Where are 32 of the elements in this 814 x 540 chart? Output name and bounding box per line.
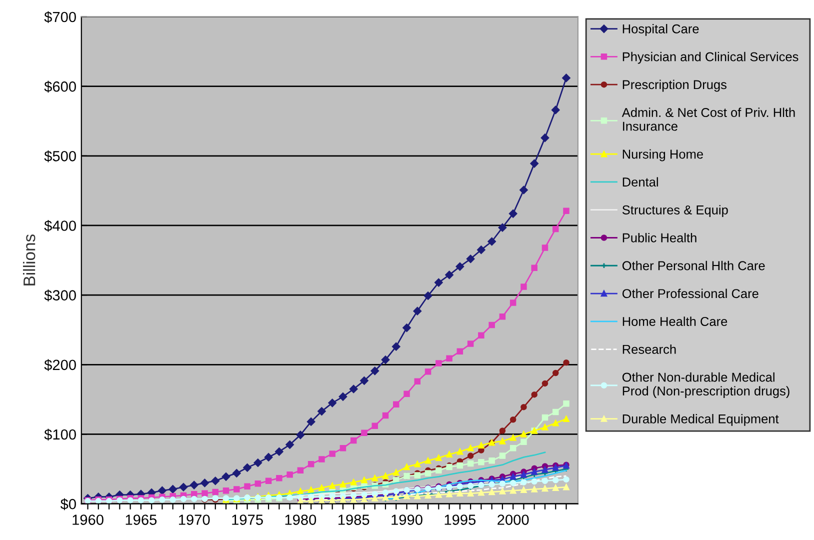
legend-label: Structures & Equip xyxy=(622,205,728,217)
y-tick-label: $200 xyxy=(44,359,76,371)
x-tick-label: 1995 xyxy=(444,514,476,525)
legend-label: Nursing Home xyxy=(622,149,703,162)
y-tick-label: $400 xyxy=(44,220,76,232)
legend-label: Other Professional Care xyxy=(622,288,758,298)
legend-label: Dental xyxy=(622,177,658,187)
y-tick-label: $300 xyxy=(44,290,76,302)
x-tick-label: 1980 xyxy=(285,514,316,525)
y-tick-label: $100 xyxy=(44,428,76,441)
y-axis-title: Billions xyxy=(23,234,36,286)
legend-label: Other Personal Hlth Care xyxy=(622,260,765,270)
legend-label: Hospital Care xyxy=(622,24,699,36)
y-tick-label: $0 xyxy=(60,498,76,510)
legend-label: Research xyxy=(622,344,676,354)
legend-label: Admin. & Net Cost of Priv. Hlth Insurance xyxy=(622,108,795,131)
x-tick-label: 1970 xyxy=(179,514,210,525)
x-tick-label: 1975 xyxy=(232,514,263,525)
y-tick-label: $700 xyxy=(44,11,76,24)
x-tick-label: 1990 xyxy=(392,514,422,525)
legend-label: Physician and Clinical Services xyxy=(622,52,798,64)
legend-label: Prescription Drugs xyxy=(622,80,726,92)
y-tick-label: $600 xyxy=(44,80,76,93)
x-tick-label: 2000 xyxy=(498,514,529,525)
y-tick-label: $500 xyxy=(44,150,76,162)
x-tick-label: 1985 xyxy=(338,514,370,525)
legend-label: Home Health Care xyxy=(622,316,728,326)
x-tick-label: 1960 xyxy=(72,514,104,525)
x-tick-label: 1965 xyxy=(126,514,157,525)
legend-label: Other Non-durable Medical Prod (Non-prescription drugs) xyxy=(622,372,790,398)
legend-label: Public Health xyxy=(622,232,696,242)
legend-label: Durable Medical Equipment xyxy=(622,414,779,426)
